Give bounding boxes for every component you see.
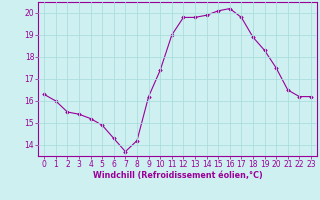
X-axis label: Windchill (Refroidissement éolien,°C): Windchill (Refroidissement éolien,°C) — [93, 171, 262, 180]
